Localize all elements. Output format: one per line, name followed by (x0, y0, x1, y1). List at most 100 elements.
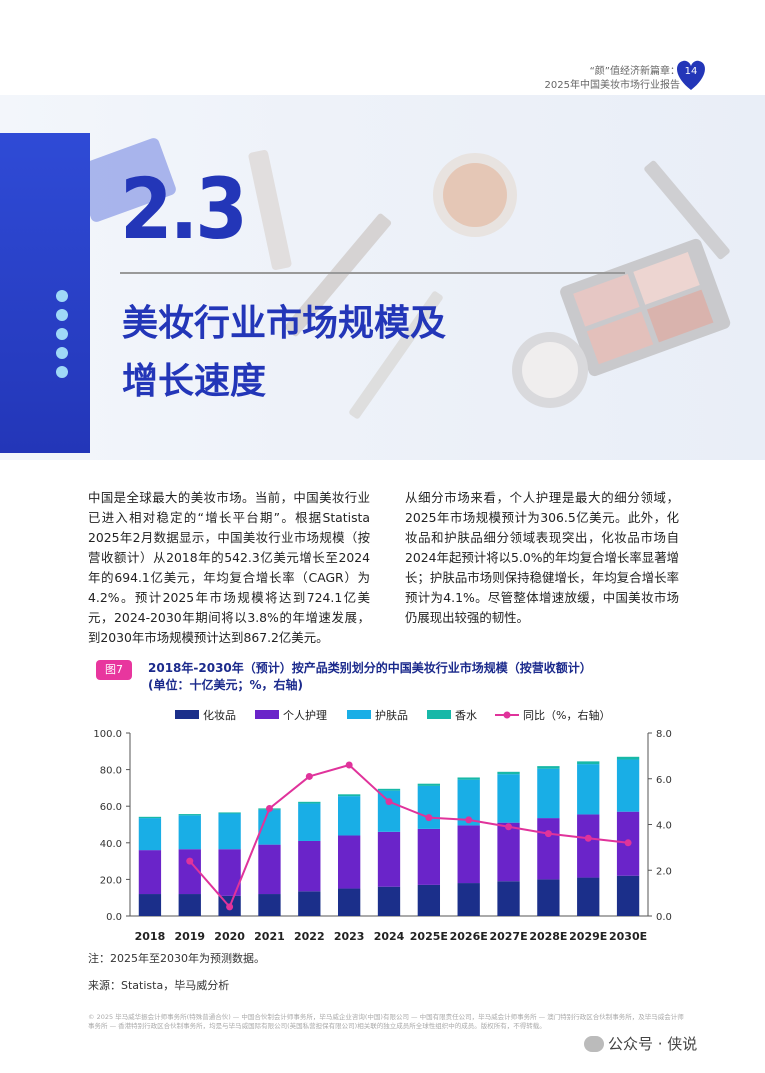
bar-2-2 (218, 813, 241, 850)
bar-2-9 (497, 774, 520, 823)
section-title-line1: 美妆行业市场规模及 (122, 303, 447, 344)
bar-2-3 (258, 809, 281, 845)
bar-3-2 (218, 812, 241, 814)
bar-0-4 (298, 891, 321, 916)
section-side-band (0, 133, 90, 453)
bar-2-7 (417, 785, 441, 829)
wechat-label: 公众号 · 侠说 (608, 1035, 698, 1053)
left-tick-label-1: 20.0 (100, 875, 122, 886)
yoy-point-10 (584, 834, 592, 842)
right-tick-label-2: 4.0 (656, 821, 672, 832)
yoy-point-9 (544, 830, 552, 838)
bar-0-6 (377, 886, 401, 916)
x-tick-label-5: 2023 (334, 930, 365, 943)
yoy-line (189, 763, 629, 909)
wechat-watermark: 公众号 · 侠说 (584, 1033, 697, 1054)
body-paragraph-right: 从细分市场来看，个人护理是最大的细分领域，2025年市场规模预计为306.5亿美… (405, 490, 679, 625)
right-tick-label-4: 8.0 (656, 729, 672, 740)
right-tick-label-3: 6.0 (656, 775, 672, 786)
bar-3-12 (616, 756, 640, 760)
bar-0-1 (178, 894, 201, 916)
left-tick-label-3: 60.0 (100, 802, 122, 813)
bar-3-6 (377, 788, 401, 791)
bar-2-8 (457, 779, 480, 826)
x-tick-label-7: 2025E (410, 930, 448, 943)
bar-0-9 (497, 881, 520, 916)
left-tick-label-2: 40.0 (100, 839, 122, 850)
bar-2-10 (537, 768, 560, 819)
bar-1-8 (457, 825, 480, 884)
bar-2-0 (138, 818, 162, 851)
legend-swatch-2 (347, 710, 371, 719)
bar-0-3 (258, 894, 281, 916)
wechat-icon (584, 1036, 604, 1052)
bar-2-12 (616, 759, 640, 812)
bar-1-11 (577, 814, 600, 878)
bar-3-10 (537, 766, 560, 769)
yoy-point-2 (265, 804, 273, 812)
legend-swatch-0 (175, 710, 199, 719)
bar-3-9 (497, 771, 520, 775)
bar-2-4 (298, 803, 321, 841)
bar-2-5 (337, 796, 361, 836)
bar-0-8 (457, 883, 480, 916)
x-tick-label-10: 2028E (529, 930, 567, 943)
right-tick-label-0: 0.0 (656, 912, 672, 923)
heart-icon (677, 60, 705, 90)
figure-title: 2018年-2030年（预计）按产品类别划分的中国美妆行业市场规模（按营收额计）… (148, 660, 668, 694)
bar-3-8 (457, 777, 480, 780)
copyright-footer: © 2025 毕马威华振会计师事务所(特殊普通合伙) — 中国合伙制会计师事务所… (88, 1013, 684, 1030)
legend-label-1: 个人护理 (283, 708, 327, 722)
bar-1-9 (497, 822, 520, 882)
bar-1-1 (178, 849, 201, 895)
right-tick-label-1: 2.0 (656, 866, 672, 877)
legend-swatch-3 (427, 710, 451, 719)
decorative-dots (56, 290, 68, 385)
bar-3-1 (178, 814, 201, 816)
bar-0-12 (616, 875, 640, 916)
chart-source: 来源：Statista，毕马威分析 (88, 979, 230, 992)
legend-line-marker (503, 711, 511, 719)
chart-note: 注：2025年至2030年为预测数据。 (88, 952, 265, 965)
figure-title-line2: (单位：十亿美元；%，右轴) (148, 678, 303, 692)
bar-0-7 (417, 884, 441, 916)
left-tick-label-4: 80.0 (100, 766, 122, 777)
bar-0-5 (337, 888, 361, 916)
bar-3-0 (138, 816, 162, 819)
bar-1-10 (537, 818, 560, 880)
report-title: 2025年中国美妆市场行业报告 (544, 80, 680, 91)
left-tick-label-5: 100.0 (93, 729, 122, 740)
bar-1-0 (138, 850, 162, 895)
bar-1-2 (218, 849, 241, 896)
legend-label-2: 护肤品 (375, 708, 408, 722)
bar-0-10 (537, 879, 560, 916)
page-number: 14 (684, 66, 698, 77)
section-number: 2.3 (120, 160, 248, 258)
bar-1-4 (298, 840, 321, 892)
bar-2-6 (377, 790, 401, 832)
yoy-point-11 (624, 839, 632, 847)
x-tick-label-4: 2022 (294, 930, 325, 943)
x-tick-label-3: 2021 (254, 930, 285, 943)
x-tick-label-2: 2020 (214, 930, 245, 943)
bar-3-4 (298, 801, 321, 804)
bar-1-5 (337, 835, 361, 889)
yoy-point-5 (385, 798, 393, 806)
bar-0-11 (577, 877, 600, 916)
yoy-point-3 (305, 772, 313, 780)
legend-label-line: 同比（%，右轴） (523, 708, 610, 722)
section-title: 美妆行业市场规模及 增长速度 (122, 295, 542, 411)
body-paragraph-left: 中国是全球最大的美妆市场。当前，中国美妆行业已进入相对稳定的“增长平台期”。根据… (88, 490, 370, 645)
yoy-point-0 (186, 857, 194, 865)
x-tick-label-12: 2030E (609, 930, 647, 943)
legend-swatch-1 (255, 710, 279, 719)
yoy-point-1 (226, 903, 234, 911)
section-title-line2: 增长速度 (122, 361, 267, 402)
yoy-point-4 (345, 761, 353, 769)
bar-3-7 (417, 783, 441, 786)
bar-3-11 (577, 761, 600, 765)
bar-1-7 (417, 828, 441, 885)
bar-2-11 (577, 764, 600, 815)
report-subtitle: “颜”值经济新篇章： (589, 66, 680, 77)
legend-label-0: 化妆品 (203, 708, 236, 722)
